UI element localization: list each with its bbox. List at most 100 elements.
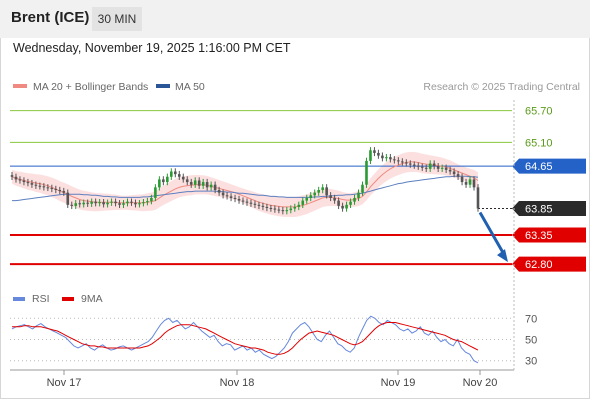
candle-body — [337, 200, 340, 206]
level-label-65.70: 65.70 — [525, 106, 553, 118]
candle-body — [78, 203, 82, 205]
candle-body — [177, 174, 181, 177]
level-tag-63.35 — [512, 227, 586, 243]
ma50-legend-label: MA 50 — [175, 81, 205, 93]
candle-body — [317, 190, 320, 193]
candle-body — [373, 150, 376, 153]
ma50-legend-swatch — [156, 84, 170, 88]
candle-body — [201, 182, 205, 186]
candle-body — [416, 165, 420, 167]
x-tick-label: Nov 17 — [47, 377, 82, 389]
rsi-ma-line — [12, 322, 479, 355]
candle-body — [134, 202, 137, 205]
candle-body — [46, 187, 50, 189]
candle-body — [158, 179, 161, 188]
candle-body — [62, 191, 66, 193]
candle-body — [150, 197, 153, 202]
candle-body — [349, 201, 352, 205]
candle-body — [432, 163, 436, 167]
level-label-65.10: 65.10 — [525, 137, 553, 149]
x-tick-label: Nov 19 — [381, 377, 416, 389]
candle-body — [146, 201, 149, 203]
candle-body — [102, 202, 105, 205]
candle-body — [424, 167, 428, 169]
candle-body — [209, 184, 213, 188]
candle-body — [94, 201, 97, 204]
candle-body — [197, 180, 201, 186]
candle-body — [18, 179, 22, 181]
candle-body — [452, 171, 456, 175]
candle-body — [38, 185, 42, 187]
candle-body — [118, 203, 121, 205]
candle-body — [305, 197, 309, 201]
level-label-64.65: 64.65 — [525, 161, 553, 173]
candle-body — [173, 171, 177, 175]
candle-body — [257, 204, 261, 206]
candle-body — [289, 208, 293, 211]
candle-body — [444, 167, 448, 170]
candle-body — [74, 203, 78, 206]
candle-body — [325, 187, 328, 196]
candle-body — [448, 169, 452, 172]
candle-body — [237, 199, 241, 201]
candle-body — [428, 163, 432, 169]
level-tag-64.65 — [512, 158, 586, 174]
candle-body — [225, 195, 229, 197]
candle-body — [309, 195, 313, 198]
candle-body — [26, 182, 30, 184]
forecast-arrow — [478, 211, 507, 257]
chart-datetime: Wednesday, November 19, 2025 1:16:00 PM … — [13, 41, 291, 55]
candle-body — [213, 184, 217, 190]
candle-body — [405, 162, 408, 164]
candle-body — [265, 206, 269, 208]
candle-body — [329, 195, 332, 198]
timeframe-button[interactable]: 30 MIN — [92, 7, 142, 31]
candle-body — [54, 188, 58, 190]
candle-body — [456, 174, 460, 177]
candle-body — [98, 202, 101, 204]
candle-body — [365, 160, 368, 185]
candle-body — [472, 179, 476, 188]
candle-body — [181, 176, 185, 180]
candle-body — [249, 202, 253, 204]
rsi-ma-legend-swatch — [62, 297, 74, 301]
ma20-legend-label: MA 20 + Bollinger Bands — [33, 81, 148, 93]
level-tag-62.80 — [512, 256, 586, 272]
candle-body — [126, 201, 129, 204]
candle-body — [154, 187, 157, 198]
candle-body — [285, 210, 289, 212]
candle-body — [408, 163, 412, 165]
candle-body — [34, 184, 38, 186]
candle-body — [30, 183, 34, 185]
candle-body — [114, 201, 117, 204]
candle-body — [369, 150, 372, 161]
candle-body — [281, 210, 285, 212]
candle-body — [66, 192, 70, 205]
candle-body — [269, 208, 273, 209]
candle-body — [361, 184, 364, 193]
header-bar: Brent (ICE) 30 MIN — [0, 0, 590, 38]
candle-body — [138, 203, 141, 205]
level-label-63.85: 63.85 — [525, 204, 553, 216]
candle-body — [193, 180, 197, 185]
candle-body — [162, 179, 165, 183]
candle-body — [142, 202, 145, 204]
candle-body — [460, 176, 464, 183]
candle-body — [106, 202, 109, 205]
candle-body — [221, 192, 225, 196]
candle-body — [245, 201, 249, 203]
candle-body — [357, 192, 360, 198]
ma20-legend-swatch — [13, 84, 27, 88]
candle-body — [42, 186, 46, 188]
candle-body — [14, 176, 18, 180]
candle-body — [261, 205, 265, 207]
x-tick-label: Nov 18 — [220, 377, 255, 389]
candle-body — [122, 203, 125, 205]
candle-body — [440, 167, 444, 169]
candle-body — [301, 200, 305, 205]
candle-body — [341, 205, 344, 209]
candle-body — [353, 197, 356, 202]
rsi-tick-label: 50 — [525, 335, 537, 347]
candle-body — [385, 157, 388, 159]
candle-body — [241, 200, 245, 202]
